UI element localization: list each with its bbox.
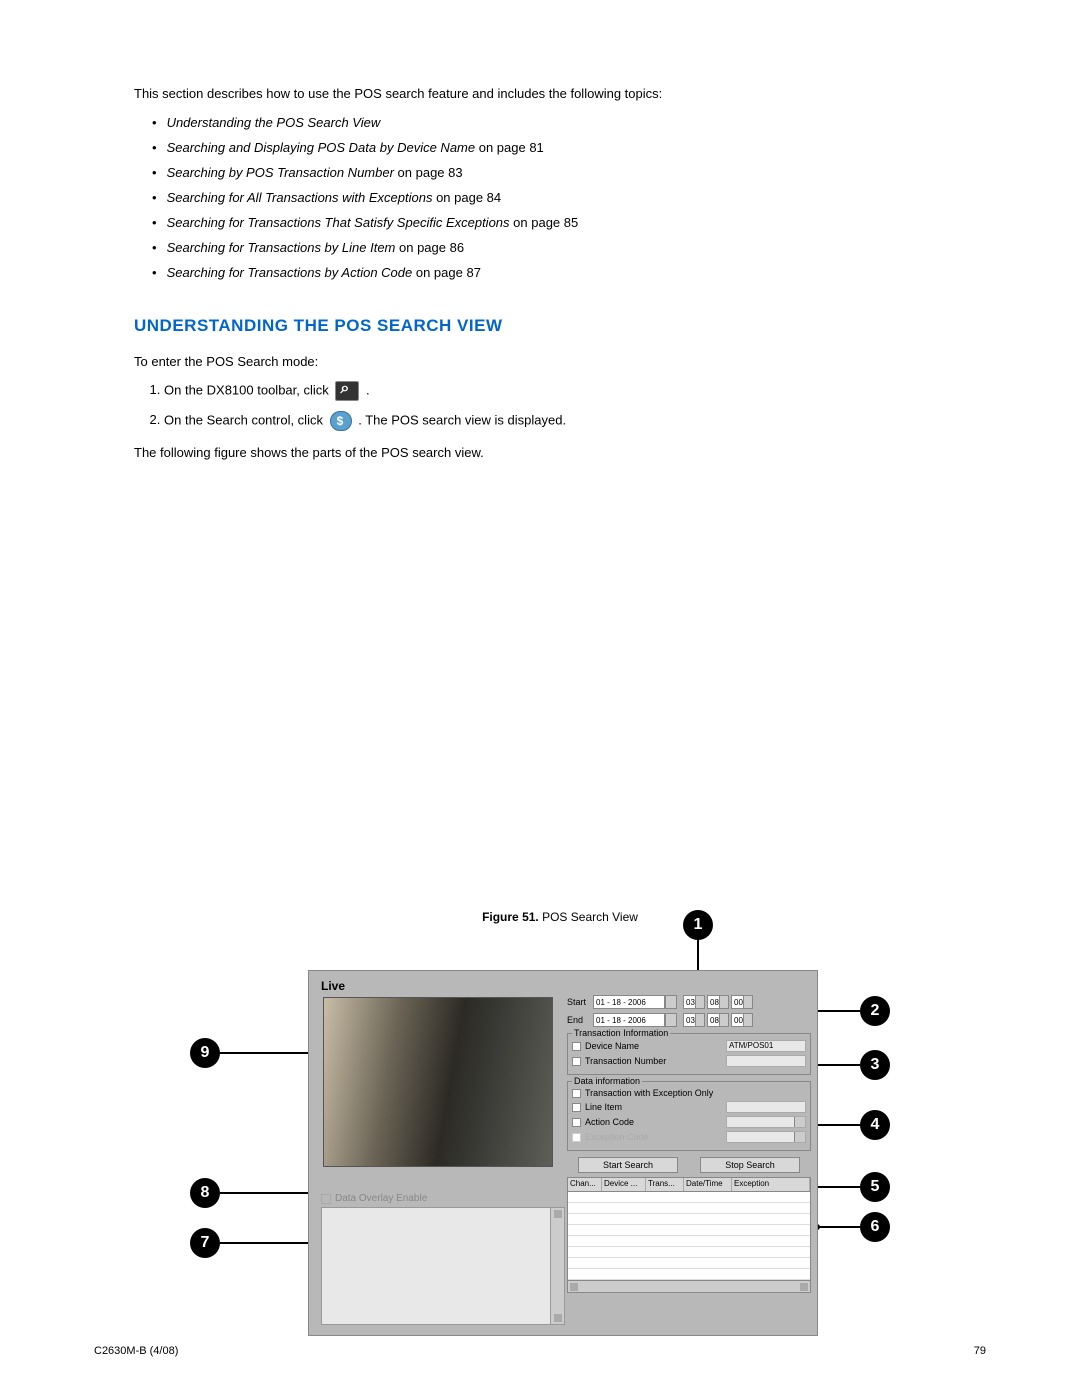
callout-4: 4 [860, 1110, 890, 1140]
search-icon [335, 381, 359, 401]
intro-text: This section describes how to use the PO… [134, 86, 986, 101]
callout-line [818, 1064, 860, 1066]
action-code-combo[interactable] [726, 1116, 806, 1128]
results-header: Chan... Device ... Trans... Date/Time Ex… [568, 1178, 810, 1192]
dropdown-icon[interactable] [665, 1013, 677, 1027]
callout-line [220, 1192, 316, 1194]
topic-item: Searching and Displaying POS Data by Dev… [152, 140, 986, 155]
topic-item: Searching for Transactions by Action Cod… [152, 265, 986, 280]
end-date-row: End 01 - 18 - 2006 03 08 00 [567, 1013, 811, 1027]
search-button-row: Start Search Stop Search [567, 1157, 811, 1173]
col-channel[interactable]: Chan... [568, 1178, 602, 1191]
end-date-field[interactable]: 01 - 18 - 2006 [593, 1013, 665, 1027]
callout-2: 2 [860, 996, 890, 1026]
dropdown-icon[interactable] [665, 995, 677, 1009]
data-info-group: Data information Transaction with Except… [567, 1081, 811, 1151]
line-item-field[interactable] [726, 1101, 806, 1113]
col-device[interactable]: Device ... [602, 1178, 646, 1191]
start-date-field[interactable]: 01 - 18 - 2006 [593, 995, 665, 1009]
transaction-info-group: Transaction Information Device Name ATM/… [567, 1033, 811, 1075]
callout-9: 9 [190, 1038, 220, 1068]
minute-spinner[interactable]: 08 [707, 995, 729, 1009]
stop-search-button[interactable]: Stop Search [700, 1157, 800, 1173]
topic-item: Understanding the POS Search View [152, 115, 986, 130]
start-date-row: Start 01 - 18 - 2006 03 08 00 [567, 995, 811, 1009]
action-code-row[interactable]: Action Code [572, 1116, 806, 1128]
col-trans[interactable]: Trans... [646, 1178, 684, 1191]
hour-spinner[interactable]: 03 [683, 995, 705, 1009]
device-name-field[interactable]: ATM/POS01 [726, 1040, 806, 1052]
section-heading: UNDERSTANDING THE POS SEARCH VIEW [134, 316, 986, 336]
enter-mode-text: To enter the POS Search mode: [134, 354, 986, 369]
callout-line [818, 1226, 860, 1228]
figure-wrap: 1 2 3 4 5 6 9 8 7 Live Data Overlay Enab… [190, 910, 930, 924]
second-spinner[interactable]: 00 [731, 995, 753, 1009]
second-spinner[interactable]: 00 [731, 1013, 753, 1027]
topic-item: Searching by POS Transaction Number on p… [152, 165, 986, 180]
col-datetime[interactable]: Date/Time [684, 1178, 732, 1191]
col-exception[interactable]: Exception [732, 1178, 810, 1191]
search-controls: Start 01 - 18 - 2006 03 08 00 End 01 - 1… [567, 995, 811, 1293]
callout-line [818, 1010, 860, 1012]
steps-list: On the DX8100 toolbar, click . On the Se… [134, 381, 986, 431]
topic-item: Searching for Transactions That Satisfy … [152, 215, 986, 230]
memo-box [321, 1207, 565, 1325]
callout-line [818, 1124, 860, 1126]
callout-5: 5 [860, 1172, 890, 1202]
topic-item: Searching for Transactions by Line Item … [152, 240, 986, 255]
callout-3: 3 [860, 1050, 890, 1080]
hour-spinner[interactable]: 03 [683, 1013, 705, 1027]
transaction-number-field[interactable] [726, 1055, 806, 1067]
following-figure-text: The following figure shows the parts of … [134, 445, 986, 460]
start-search-button[interactable]: Start Search [578, 1157, 678, 1173]
callout-line [220, 1052, 320, 1054]
transaction-number-row[interactable]: Transaction Number [572, 1055, 806, 1067]
step-2: On the Search control, click . The POS s… [164, 411, 986, 431]
topic-item: Searching for All Transactions with Exce… [152, 190, 986, 205]
callout-1: 1 [683, 910, 713, 940]
exception-code-combo[interactable] [726, 1131, 806, 1143]
callout-8: 8 [190, 1178, 220, 1208]
pos-search-screenshot: Live Data Overlay Enable Start 01 - 18 -… [308, 970, 818, 1336]
minute-spinner[interactable]: 08 [707, 1013, 729, 1027]
dollar-icon [330, 411, 352, 431]
topics-list: Understanding the POS Search View Search… [134, 115, 986, 280]
live-label: Live [321, 979, 809, 993]
device-name-row[interactable]: Device Name ATM/POS01 [572, 1040, 806, 1052]
horizontal-scrollbar[interactable] [568, 1280, 810, 1292]
results-body [568, 1192, 810, 1280]
callout-line [818, 1186, 860, 1188]
step-1: On the DX8100 toolbar, click . [164, 381, 986, 401]
callout-7: 7 [190, 1228, 220, 1258]
callout-6: 6 [860, 1212, 890, 1242]
data-overlay-checkbox[interactable]: Data Overlay Enable [321, 1193, 551, 1204]
footer-left: C2630M-B (4/08) [94, 1345, 178, 1357]
figure-caption: Figure 51. POS Search View [190, 910, 930, 924]
exception-only-row[interactable]: Transaction with Exception Only [572, 1088, 806, 1098]
scrollbar[interactable] [550, 1208, 564, 1324]
exception-code-row[interactable]: Exception Code [572, 1131, 806, 1143]
video-preview [323, 997, 553, 1167]
line-item-row[interactable]: Line Item [572, 1101, 806, 1113]
results-table: Chan... Device ... Trans... Date/Time Ex… [567, 1177, 811, 1293]
footer-right: 79 [974, 1345, 986, 1357]
